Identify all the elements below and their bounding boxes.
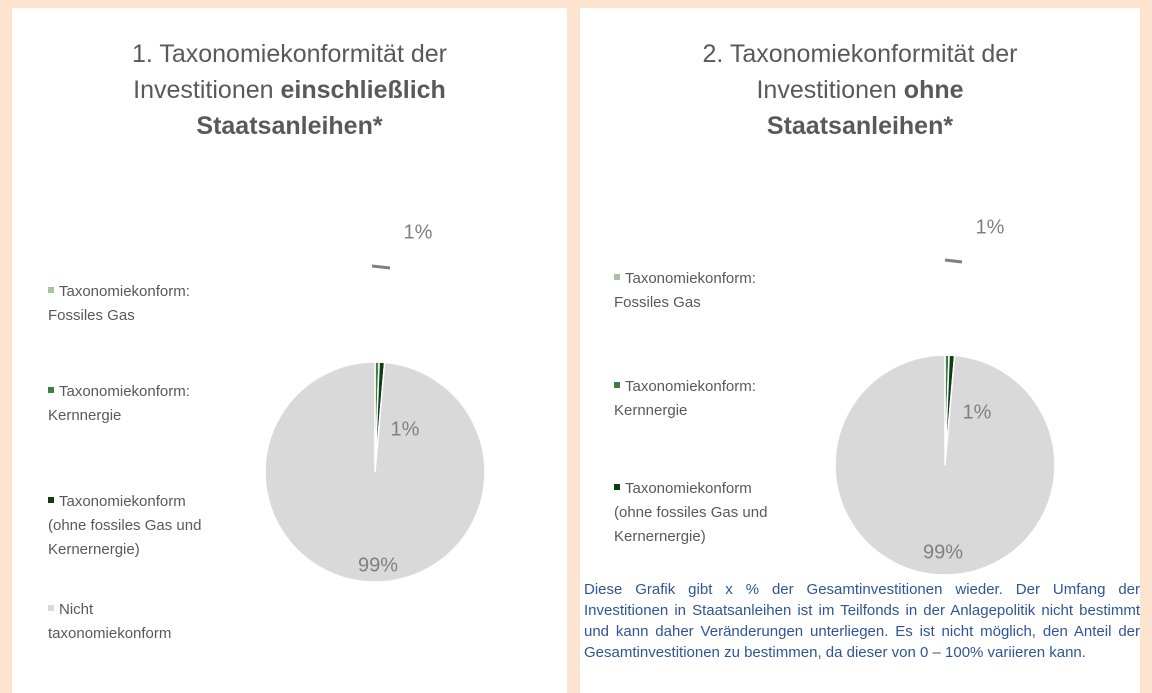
pie-chart: 1% 1% 99% [264, 221, 486, 583]
legend-item: Taxonomiekonform: Kernnergie [614, 375, 784, 423]
chart-panel: 1. Taxonomiekonformität der Investitione… [12, 8, 567, 693]
legend-item: Taxonomiekonform: Fossiles Gas [614, 267, 784, 315]
pie-slice [264, 361, 486, 583]
legend-item: Taxonomiekonform (ohne fossiles Gas und … [614, 477, 784, 549]
legend-item: Taxonomiekonform (ohne fossiles Gas und … [48, 490, 218, 562]
legend-item: Taxonomiekonform: Fossiles Gas [48, 280, 218, 328]
pie-chart: 1% 1% 99% [834, 216, 1056, 576]
leader-line [944, 258, 963, 264]
legend-item: Taxonomiekonform: Kernnergie [48, 380, 218, 428]
data-label: 1% [404, 221, 433, 243]
pie-slice [834, 354, 1056, 576]
chart-title: 2. Taxonomiekonformität der Investitione… [680, 36, 1040, 144]
legend-swatch [614, 484, 620, 491]
legend-swatch [614, 274, 620, 281]
leader-line [371, 264, 391, 270]
legend-label: Taxonomiekonform: Kernnergie [614, 378, 756, 419]
data-label: 1% [963, 401, 992, 423]
legend-label: Taxonomiekonform (ohne fossiles Gas und … [614, 480, 768, 545]
legend-label: Taxonomiekonform: Fossiles Gas [614, 270, 756, 311]
legend-swatch [48, 287, 54, 294]
legend-item: Nicht taxonomiekonform [48, 598, 218, 646]
legend-swatch [48, 387, 54, 394]
data-label: 99% [358, 554, 398, 576]
chart-title-bold: ohne Staatsanleihen* [766, 76, 964, 140]
chart-title: 1. Taxonomiekonformität der Investitione… [107, 36, 472, 144]
legend-swatch [48, 497, 54, 504]
legend-label: Taxonomiekonform (ohne fossiles Gas und … [48, 493, 202, 558]
footnote: Diese Grafik gibt x % der Gesamtinvestit… [584, 579, 1140, 663]
data-label: 1% [391, 418, 420, 440]
data-label: 99% [923, 541, 963, 563]
legend-swatch [48, 605, 54, 612]
legend-label: Nicht taxonomiekonform [48, 601, 172, 642]
chart-panel: 2. Taxonomiekonformität der Investitione… [580, 8, 1140, 693]
data-label: 1% [976, 216, 1005, 238]
chart-title-main: 1. Taxonomiekonformität der Investitione… [132, 40, 447, 104]
chart-title-bold: einschließlich Staatsanleihen* [196, 76, 446, 140]
chart-title-main: 2. Taxonomiekonformität der Investitione… [702, 40, 1018, 104]
legend-label: Taxonomiekonform: Kernnergie [48, 383, 190, 424]
legend-swatch [614, 382, 620, 389]
legend-label: Taxonomiekonform: Fossiles Gas [48, 283, 190, 324]
